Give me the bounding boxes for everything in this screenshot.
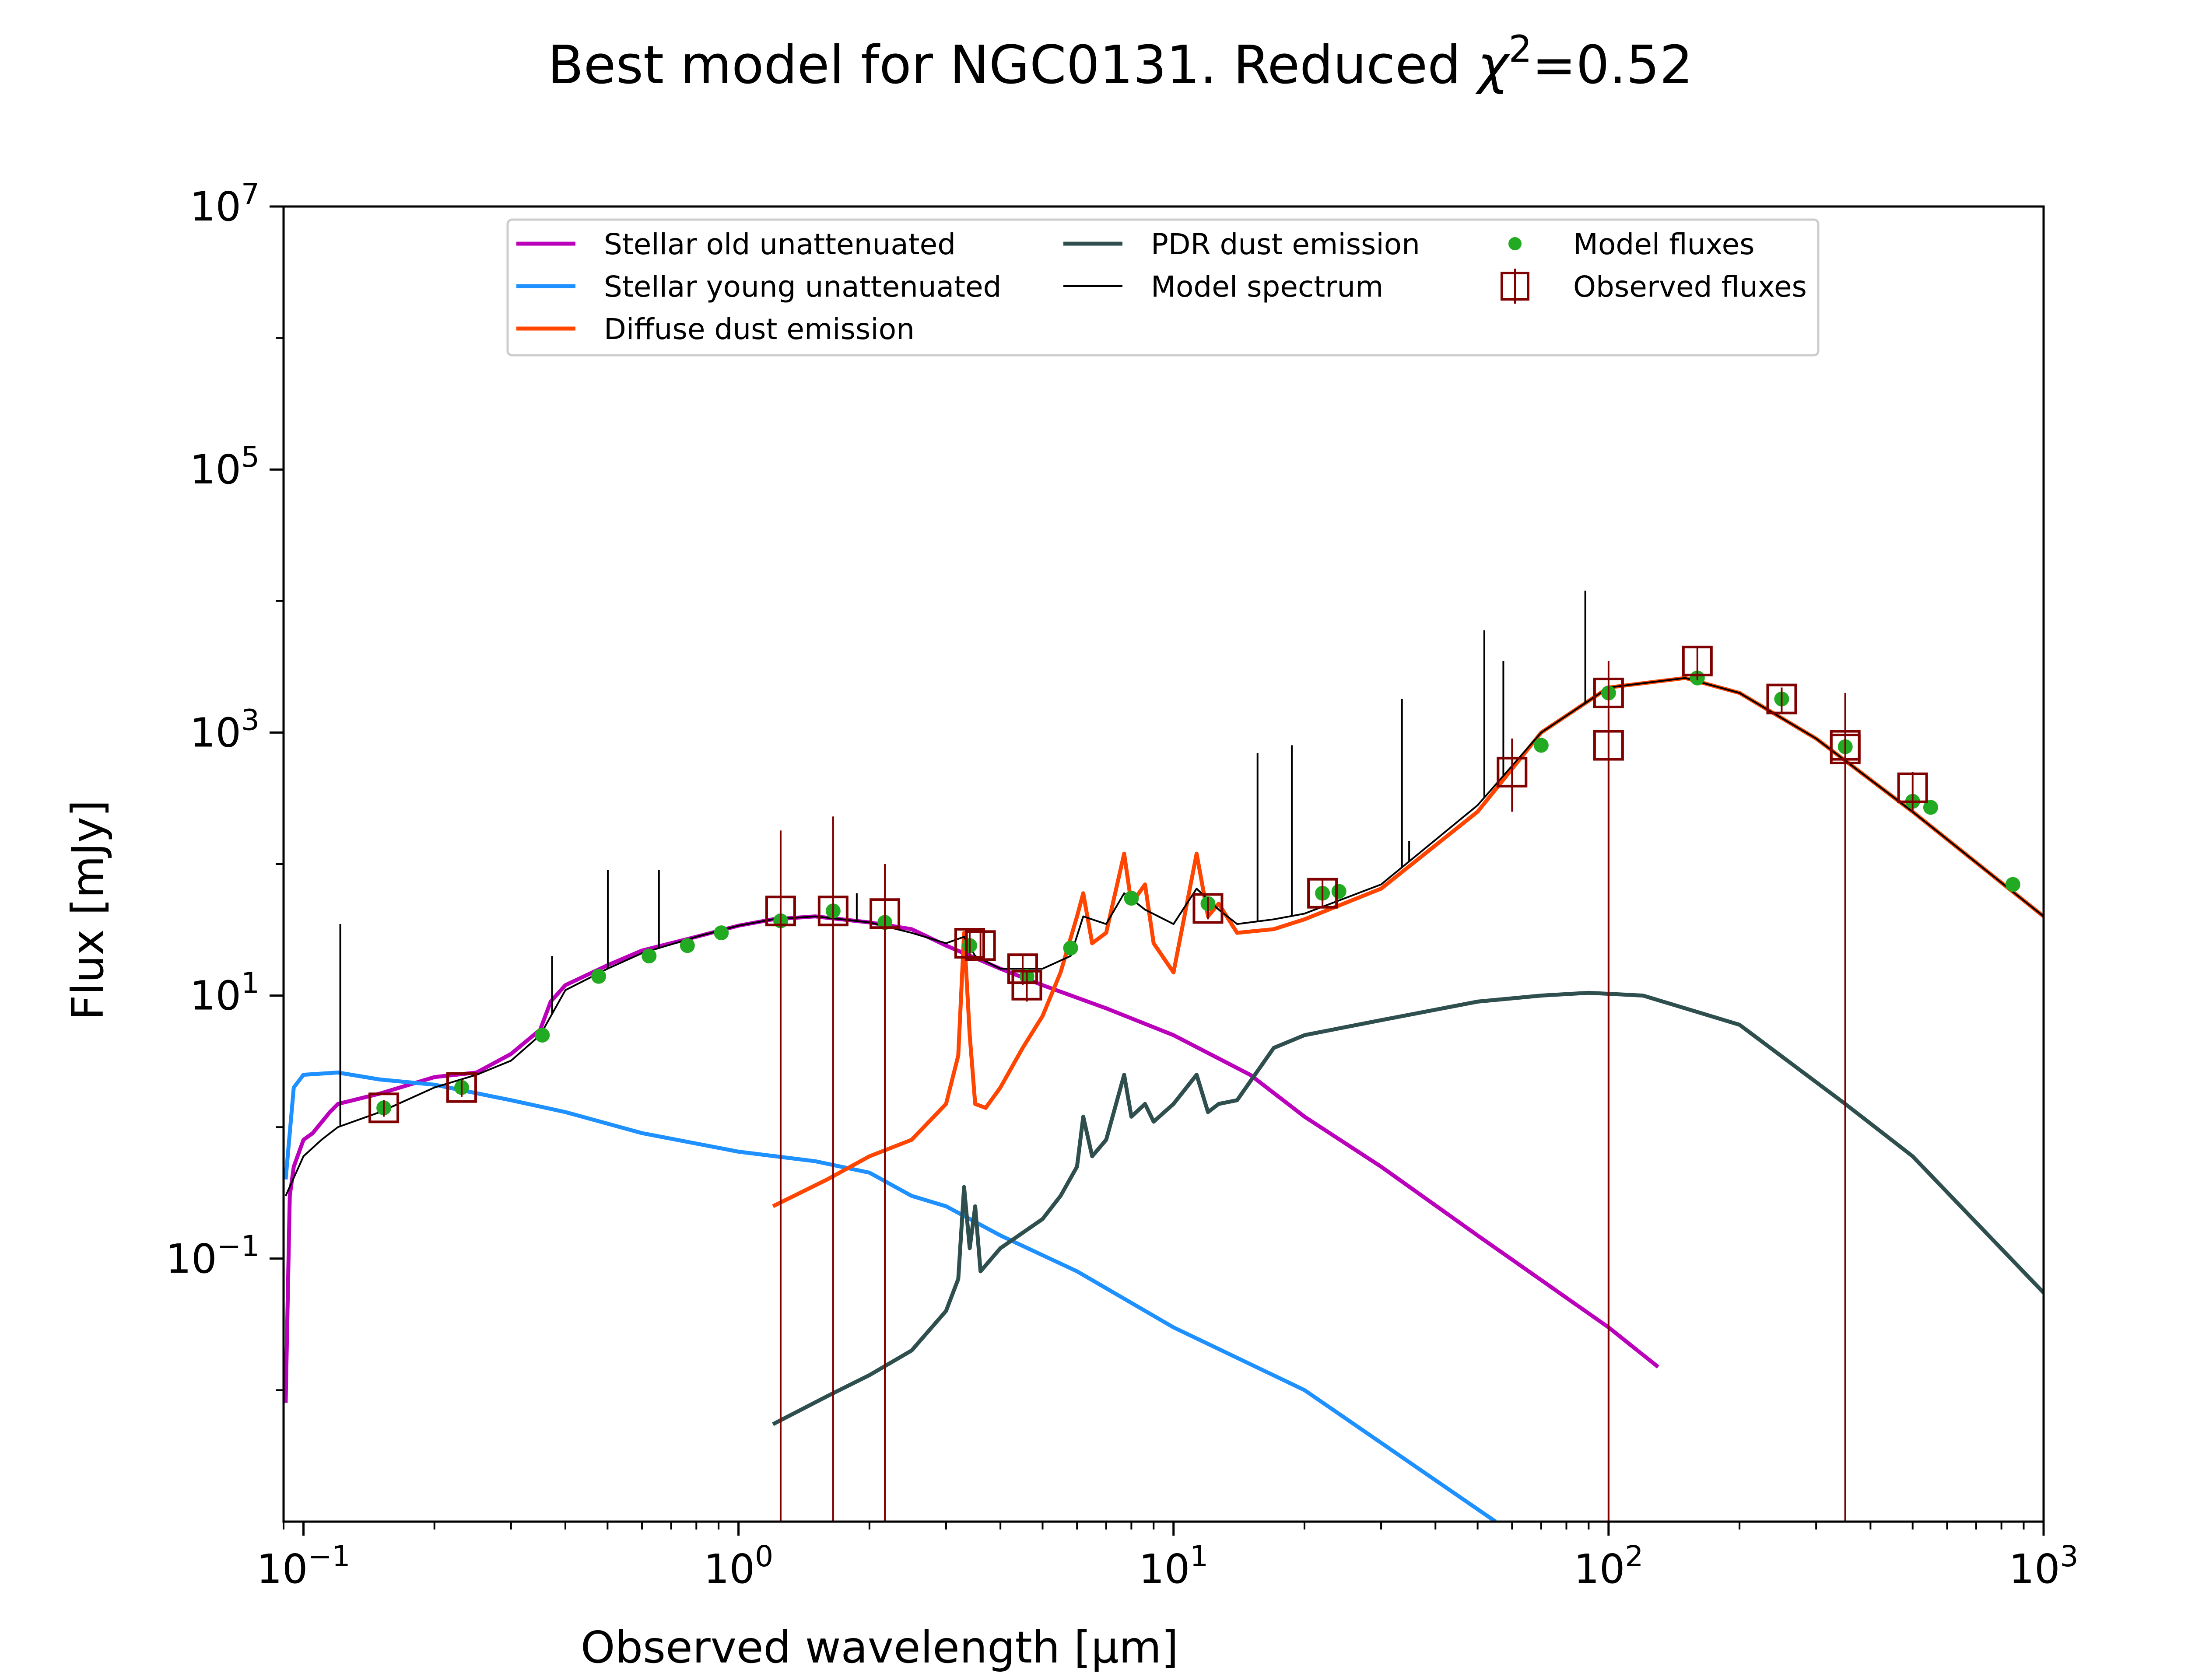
observed-flux-marker (446, 1072, 477, 1103)
observed-flux-marker (870, 898, 901, 929)
legend-label: Model fluxes (1573, 228, 1755, 261)
legend-item-pdr-dust-emission: PDR dust emission (1063, 228, 1420, 261)
model-flux-point (642, 948, 657, 964)
y-tick-label: 107 (190, 177, 259, 231)
model-flux-point (680, 938, 695, 953)
y-tick-label: 10−1 (166, 1229, 259, 1282)
observed-flux-marker (1007, 953, 1038, 984)
y-tick-label: 103 (190, 703, 259, 756)
legend-item-observed-fluxes: Observed fluxes (1501, 269, 1807, 304)
observed-flux-marker (765, 896, 796, 927)
model-flux-point (1063, 940, 1078, 956)
observed-flux-marker (1897, 772, 1928, 803)
x-tick-label: 101 (1139, 1540, 1208, 1593)
legend-label: PDR dust emission (1151, 228, 1420, 261)
observed-flux-marker (1766, 683, 1797, 714)
model-flux-point (1533, 738, 1549, 753)
x-tick-label: 103 (2009, 1540, 2078, 1593)
x-axis-label: Observed wavelength [μm] (581, 1622, 1178, 1673)
legend-box (506, 218, 1820, 357)
observed-flux-marker (817, 896, 849, 927)
legend-item-stellar-young-unattenuated: Stellar young unattenuated (516, 270, 1002, 304)
legend-label: Stellar young unattenuated (604, 270, 1002, 304)
plot-frame (282, 205, 2045, 1523)
legend-item-stellar-old-unattenuated: Stellar old unattenuated (516, 228, 956, 261)
legend-item-model-fluxes: Model fluxes (1508, 228, 1755, 261)
series-line-stellar-young-unattenuated (284, 1071, 1497, 1522)
observed-flux-marker (965, 930, 996, 961)
model-flux-point (1923, 800, 1938, 815)
x-tick-label: 102 (1574, 1540, 1643, 1593)
x-tick-label: 10−1 (256, 1540, 350, 1593)
observed-flux-marker (368, 1092, 400, 1124)
legend-swatch (1501, 272, 1529, 301)
legend-item-model-spectrum: Model spectrum (1063, 270, 1383, 304)
series-line-pdr-dust-emission (772, 990, 2044, 1426)
legend-item-diffuse-dust-emission: Diffuse dust emission (516, 312, 915, 346)
observed-flux-marker (1307, 878, 1338, 909)
chart-title: Best model for NGC0131. Reduced χ2=0.52 (547, 28, 1693, 96)
series-line-model-spectrum (284, 677, 2044, 1197)
model-flux-point (714, 925, 729, 941)
axes-ticks: 10−1 100 101 102 103 10−1 101 103 105 107 (166, 177, 2079, 1593)
model-flux-point (591, 969, 607, 984)
observed-flux-marker (1593, 730, 1624, 761)
model-flux-point (1124, 891, 1139, 906)
observed-flux-marker (1192, 893, 1224, 924)
y-axis-label: Flux [mJy] (62, 800, 113, 1020)
legend-label: Diffuse dust emission (604, 312, 915, 346)
y-tick-label: 101 (190, 966, 259, 1019)
observed-flux-marker (1011, 970, 1042, 1001)
observed-flux-marker (1682, 645, 1713, 676)
model-flux-point (1331, 884, 1346, 899)
model-flux-point (2005, 877, 2020, 892)
y-tick-label: 105 (190, 440, 259, 494)
plot-area (284, 590, 2044, 1522)
x-tick-label: 100 (704, 1540, 773, 1593)
observed-flux-marker (954, 928, 985, 959)
legend-label: Observed fluxes (1573, 270, 1807, 304)
series-line-stellar-old-unattenuated (284, 914, 1659, 1403)
legend-label: Model spectrum (1151, 270, 1383, 304)
model-flux-point (535, 1028, 550, 1043)
observed-flux-marker (1830, 733, 1861, 764)
legend-label: Stellar old unattenuated (604, 228, 956, 261)
observed-flux-marker (1593, 677, 1624, 708)
observed-flux-marker (1497, 756, 1528, 788)
legend-swatch (1508, 237, 1522, 250)
legend: Stellar old unattenuated Stellar young un… (506, 218, 1820, 357)
